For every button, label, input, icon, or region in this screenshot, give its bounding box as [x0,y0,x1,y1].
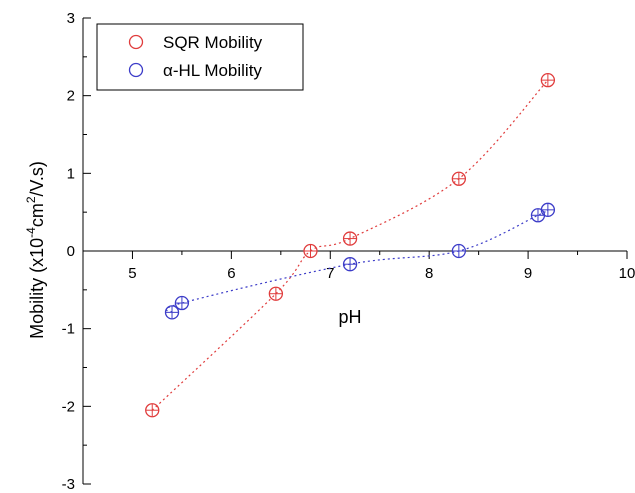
point-marker [145,403,160,418]
legend-box [96,23,304,91]
y-tick-label: -1 [62,321,75,338]
data-point-series-2 [164,305,180,320]
legend-label-sqr: SQR Mobility [163,33,263,52]
point-marker [540,202,556,217]
data-point-series-1 [303,243,318,259]
data-point-series-1 [540,72,556,88]
legend: SQR Mobility α-HL Mobility [96,23,304,91]
y-tick-label: 2 [67,88,75,105]
data-point-series-2 [174,295,190,311]
legend-marker-ahl [128,62,144,78]
y-axis-title-mid: cm [27,203,47,227]
x-axis-title: pH [338,307,361,327]
y-axis-title-exp1: -4 [24,227,38,238]
point-marker [303,243,318,259]
data-point-series-1 [268,286,284,301]
x-tick-label: 5 [128,265,136,282]
y-axis-title: Mobility (x10-4cm2/V.s) [24,161,47,339]
fit-curve-series-1 [151,79,549,411]
fit-curves [151,79,549,411]
y-tick-label: 1 [67,165,75,182]
y-tick-label: -3 [62,476,75,493]
data-point-series-2 [342,257,358,272]
y-tick-label: -2 [62,398,75,415]
point-marker [268,286,284,301]
y-tick-label: 3 [67,10,75,27]
x-tick-label: 6 [227,265,235,282]
fit-curve-series-2 [165,209,549,313]
y-tick-label: 0 [67,243,75,260]
data-point-series-1 [342,231,358,246]
y-axis-title-main: Mobility (x10 [27,238,47,339]
data-point-series-1 [145,403,160,418]
point-marker [540,72,556,88]
data-point-series-2 [451,243,467,259]
x-tick-label: 9 [524,265,532,282]
data-point-series-2 [540,202,556,217]
data-point-series-2 [530,208,546,223]
data-point-series-1 [451,171,467,186]
y-axis-title-tail: /V.s) [27,161,47,196]
legend-label-ahl: α-HL Mobility [163,61,262,80]
y-axis-title-exp2: 2 [24,196,38,203]
point-marker [174,295,190,311]
point-marker [451,243,467,259]
data-points [145,72,556,418]
point-marker [342,231,358,246]
point-marker [451,171,467,186]
legend-marker-sqr [128,34,144,50]
point-marker [164,305,180,320]
x-tick-label: 8 [425,265,433,282]
x-tick-label: 7 [326,265,334,282]
x-tick-label: 10 [619,265,635,282]
point-marker [342,257,358,272]
